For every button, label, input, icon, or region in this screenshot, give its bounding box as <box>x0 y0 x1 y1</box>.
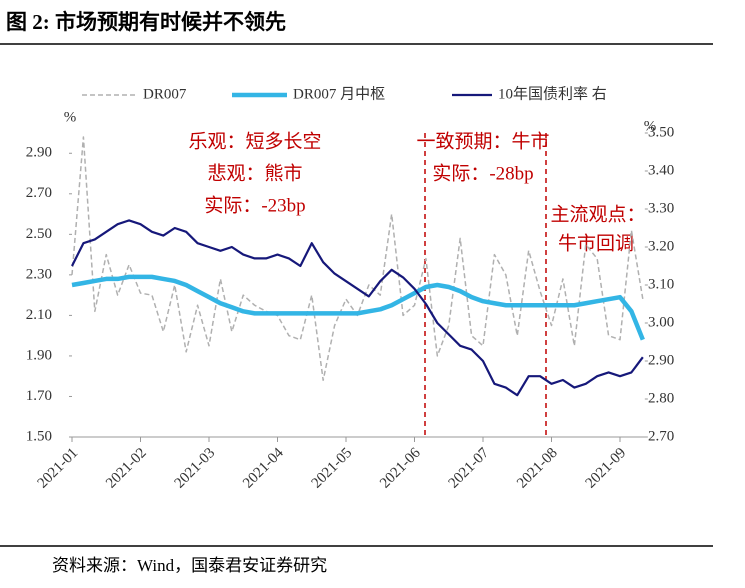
y2-tick-label: 3.20 <box>648 238 674 254</box>
legend-label: DR007 月中枢 <box>293 85 385 102</box>
annotation: 实际：-23bp <box>204 194 305 216</box>
y-tick-label: 2.30 <box>26 266 52 282</box>
series-line <box>71 274 645 341</box>
y-tick-label: 1.70 <box>26 388 52 404</box>
y2-tick-label: 2.70 <box>648 428 674 444</box>
y-tick-label: 2.50 <box>26 226 52 242</box>
x-tick-label: 2021-02 <box>103 445 150 492</box>
annotation: 乐观：短多长空 <box>188 130 321 152</box>
y2-tick-label: 3.30 <box>648 200 674 216</box>
y-tick-label: 2.90 <box>26 145 52 161</box>
x-tick-label: 2021-08 <box>514 445 561 492</box>
y2-tick-label: 2.80 <box>648 390 674 406</box>
series-line <box>71 219 644 397</box>
chart-title: 图 2: 市场预期有时候并不领先 <box>6 10 286 34</box>
y2-tick-label: 3.50 <box>648 124 674 140</box>
annotation: 主流观点： <box>550 203 645 225</box>
x-tick-label: 2021-04 <box>240 445 287 492</box>
x-tick-label: 2021-05 <box>309 445 356 492</box>
y-tick-label: 1.50 <box>26 428 52 444</box>
y-axis-label: % <box>64 109 77 125</box>
y-tick-label: 2.70 <box>26 185 52 201</box>
source-note: 资料来源：Wind，国泰君安证券研究 <box>52 556 327 575</box>
x-tick-label: 2021-06 <box>377 445 424 492</box>
legend-label: DR007 <box>143 86 187 102</box>
x-tick-label: 2021-07 <box>446 445 493 492</box>
series-line <box>71 136 644 382</box>
y2-tick-label: 3.10 <box>648 276 674 292</box>
y2-tick-label: 3.00 <box>648 314 674 330</box>
x-tick-label: 2021-09 <box>583 445 630 492</box>
y-tick-label: 2.10 <box>26 307 52 323</box>
y2-tick-label: 3.40 <box>648 162 674 178</box>
x-tick-label: 2021-01 <box>35 445 82 492</box>
y2-tick-label: 2.90 <box>648 352 674 368</box>
y-tick-label: 1.90 <box>26 347 52 363</box>
annotation: 牛市回调 <box>558 232 634 254</box>
x-tick-label: 2021-03 <box>172 445 219 492</box>
annotation: 一致预期：牛市 <box>416 130 549 152</box>
annotation: 实际：-28bp <box>432 162 533 184</box>
annotation: 悲观：熊市 <box>207 162 302 184</box>
y2-axis-label: % <box>644 118 657 134</box>
legend-label: 10年国债利率 右 <box>498 85 607 102</box>
